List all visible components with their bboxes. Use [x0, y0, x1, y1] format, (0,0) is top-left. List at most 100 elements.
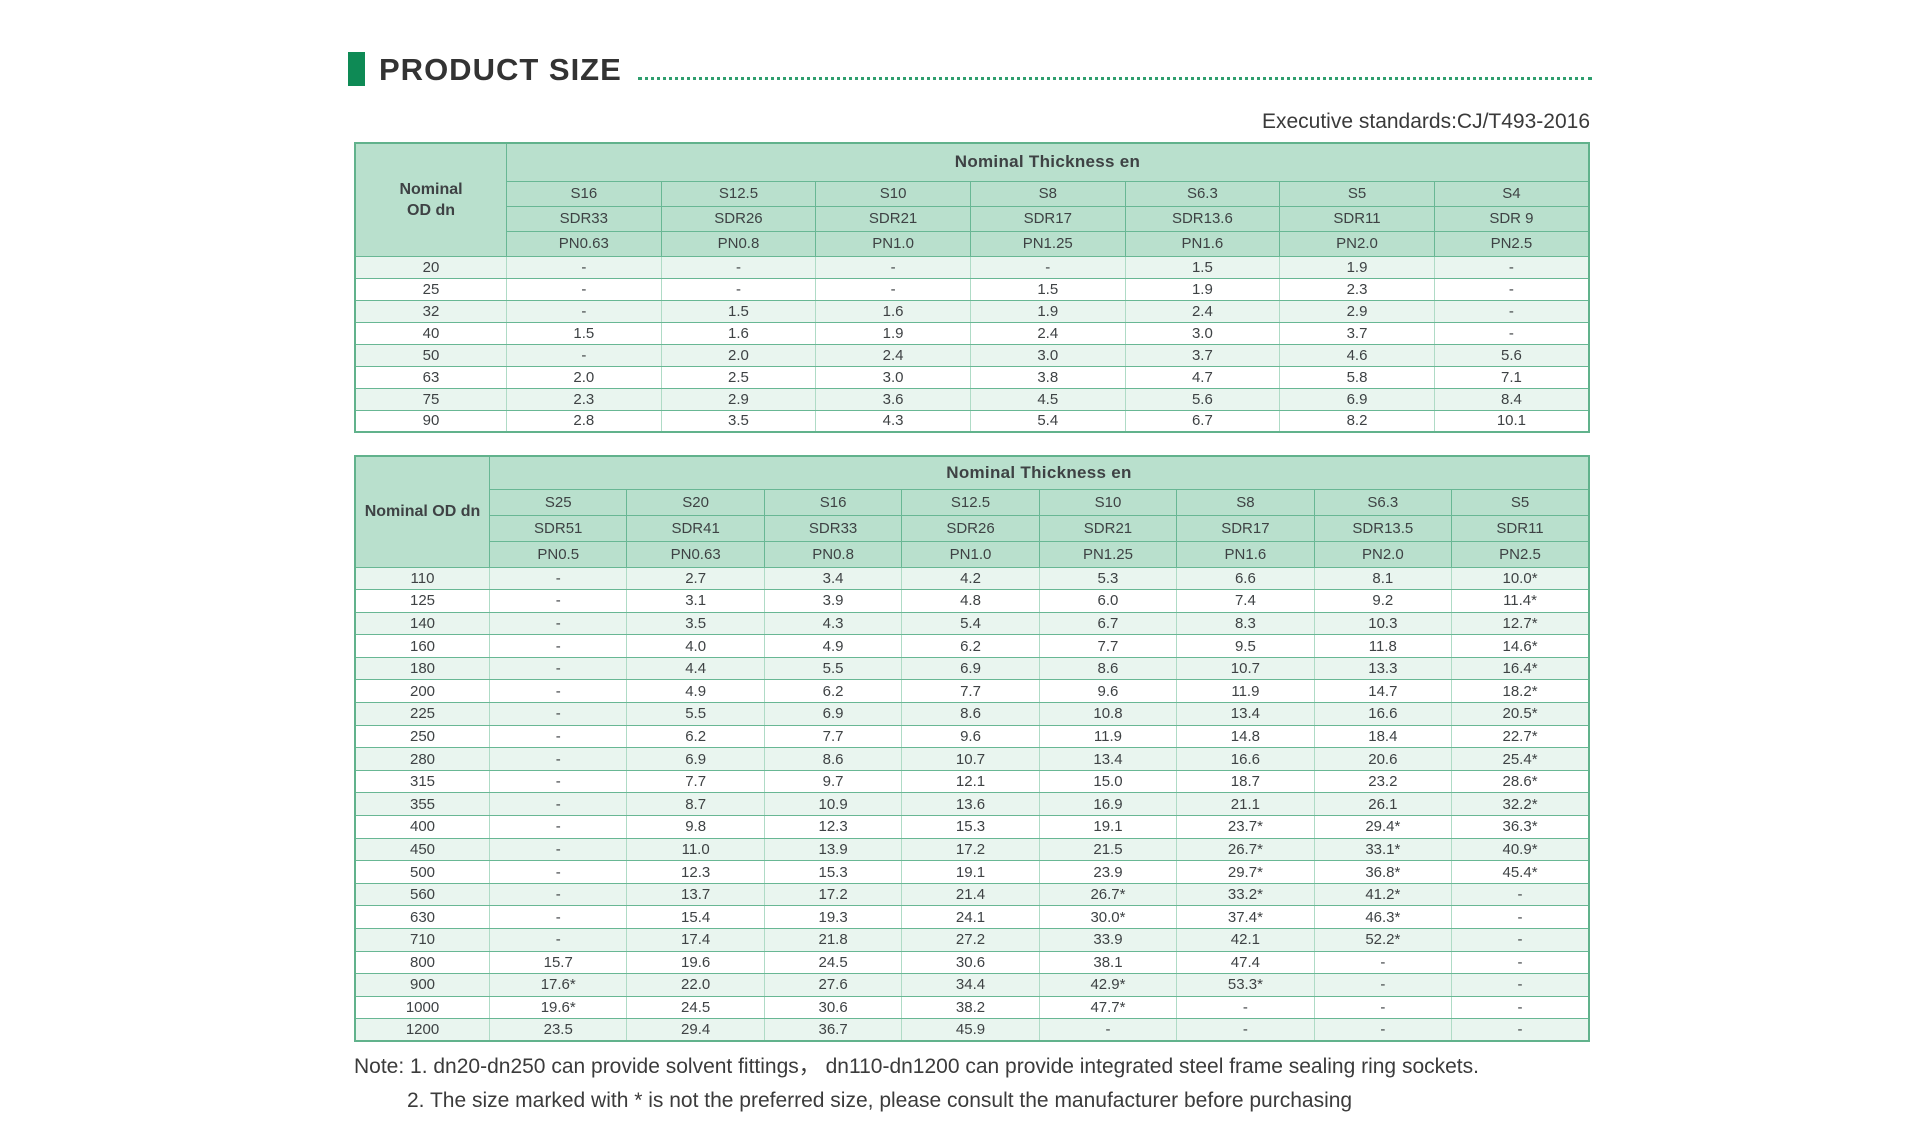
dn-cell: 90 [354, 409, 507, 433]
notes-block: Note: 1. dn20-dn250 can provide solvent … [354, 1050, 1479, 1118]
table-row: 125-3.1 3.9 4.8 6.0 7.4 9.2 11.4* [354, 589, 1590, 613]
thickness-value-cell: - [1451, 973, 1590, 997]
thickness-value-cell: - [1451, 882, 1590, 907]
thickness-value-cell: 14.8 [1176, 724, 1315, 749]
thickness-value-cell: 25.4* [1451, 747, 1590, 771]
thickness-value-cell: 1.5 [506, 321, 662, 345]
thickness-value-cell: 38.2 [901, 995, 1040, 1020]
pn-header-cell: PN1.0 [815, 230, 971, 257]
thickness-value-cell: - [815, 255, 971, 279]
dotted-leader-line [637, 52, 1592, 80]
table-row: 250-6.2 7.7 9.6 11.9 14.8 18.4 22.7* [354, 724, 1590, 749]
thickness-value-cell: 26.7* [1176, 837, 1315, 862]
dn-cell: 32 [354, 299, 507, 323]
dn-cell: 560 [354, 882, 490, 907]
s-header-cell: S6.3 [1313, 488, 1453, 516]
s-header-cell: S6.3 [1124, 180, 1281, 207]
thickness-value-cell: 22.7* [1451, 724, 1590, 749]
thickness-value-cell: - [488, 702, 628, 726]
thickness-value-cell: 4.7 [1124, 365, 1281, 389]
thickness-value-cell: 15.0 [1038, 769, 1178, 794]
corner-header-nominal-od: Nominal OD dn [354, 455, 490, 568]
thickness-value-cell: - [1176, 995, 1315, 1020]
thickness-value-cell: 18.4 [1313, 724, 1453, 749]
thickness-value-cell: 8.6 [763, 747, 903, 771]
sdr-header-cell: SDR33 [506, 205, 662, 232]
thickness-value-cell: 7.7 [1038, 634, 1178, 658]
thickness-value-cell: - [1433, 277, 1590, 301]
sdr-header-cell: SDR13.5 [1313, 514, 1453, 542]
thickness-value-cell: - [1451, 928, 1590, 952]
table-row: 63 2.0 2.5 3.0 3.8 4.7 5.8 7.1 [354, 365, 1590, 389]
dn-cell: 75 [354, 387, 507, 411]
thickness-value-cell: 5.6 [1124, 387, 1281, 411]
thickness-value-cell: - [1313, 973, 1453, 997]
thickness-value-cell: 15.3 [901, 815, 1040, 839]
s-header-cell: S5 [1279, 180, 1435, 207]
sdr-header-cell: SDR17 [1176, 514, 1315, 542]
dn-cell: 1200 [354, 1018, 490, 1042]
thickness-value-cell: 32.2* [1451, 792, 1590, 817]
thickness-value-cell: 5.5 [763, 656, 903, 681]
table-row: 1200 23.5 29.4 36.7 45.9- - - - [354, 1018, 1590, 1042]
thickness-value-cell: 42.9* [1038, 973, 1178, 997]
section-title-row: PRODUCT SIZE [348, 52, 1592, 87]
dn-cell: 1000 [354, 995, 490, 1020]
thickness-value-cell: 10.8 [1038, 702, 1178, 726]
thickness-value-cell: - [1433, 255, 1590, 279]
corner-header-line: Nominal OD dn [364, 503, 481, 521]
thickness-value-cell: 6.9 [1279, 387, 1435, 411]
thickness-value-cell: 4.6 [1279, 343, 1435, 367]
thickness-value-cell: 30.0* [1038, 905, 1178, 929]
thickness-value-cell: 9.2 [1313, 589, 1453, 613]
thickness-value-cell: - [488, 747, 628, 771]
thickness-value-cell: 11.9 [1038, 724, 1178, 749]
size-table-large-diameters: Nominal OD dn Nominal Thickness en S25 S20 S… [354, 455, 1590, 1043]
thickness-value-cell: 4.2 [901, 566, 1040, 591]
pn-header-cell: PN1.0 [901, 540, 1040, 568]
thickness-value-cell: - [1313, 995, 1453, 1020]
dn-cell: 225 [354, 702, 490, 726]
thickness-value-cell: 3.1 [626, 589, 765, 613]
thickness-value-cell: 26.7* [1038, 882, 1178, 907]
thickness-value-cell: 4.4 [626, 656, 765, 681]
thickness-value-cell: - [1038, 1018, 1178, 1042]
thickness-value-cell: 2.5 [660, 365, 817, 389]
thickness-value-cell: 1.9 [969, 299, 1126, 323]
thickness-value-cell: 52.2* [1313, 928, 1453, 952]
thickness-value-cell: 9.7 [763, 769, 903, 794]
thickness-value-cell: 23.2 [1313, 769, 1453, 794]
thickness-value-cell: 9.6 [1038, 679, 1178, 704]
thickness-value-cell: 1.9 [815, 321, 971, 345]
thickness-value-cell: 5.4 [969, 409, 1126, 433]
thickness-value-cell: 19.1 [1038, 815, 1178, 839]
thickness-value-cell: 6.6 [1176, 566, 1315, 591]
thickness-value-cell: 13.6 [901, 792, 1040, 817]
thickness-value-cell: 30.6 [763, 995, 903, 1020]
thickness-value-cell: 6.2 [901, 634, 1040, 658]
s-header-cell: S25 [488, 488, 628, 516]
thickness-value-cell: 12.3 [763, 815, 903, 839]
thickness-value-cell: 4.5 [969, 387, 1126, 411]
dn-cell: 400 [354, 815, 490, 839]
pn-header-cell: PN0.5 [488, 540, 628, 568]
table-row: 800 15.7 19.6 24.5 30.6 38.1 47.4- - [354, 950, 1590, 975]
thickness-value-cell: 23.9 [1038, 860, 1178, 884]
thickness-value-cell: 3.4 [763, 566, 903, 591]
thickness-value-cell: 34.4 [901, 973, 1040, 997]
thickness-value-cell: 2.4 [815, 343, 971, 367]
thickness-value-cell: 17.2 [901, 837, 1040, 862]
thickness-value-cell: - [1313, 1018, 1453, 1042]
thickness-value-cell: 5.5 [626, 702, 765, 726]
thickness-value-cell: 7.4 [1176, 589, 1315, 613]
s-header-cell: S10 [1038, 488, 1178, 516]
thickness-value-cell: - [488, 589, 628, 613]
dn-cell: 125 [354, 589, 490, 613]
thickness-value-cell: 29.7* [1176, 860, 1315, 884]
thickness-value-cell: 5.6 [1433, 343, 1590, 367]
thickness-value-cell: - [1433, 321, 1590, 345]
thickness-value-cell: 1.9 [1124, 277, 1281, 301]
thickness-value-cell: 40.9* [1451, 837, 1590, 862]
s-header-cell: S5 [1451, 488, 1590, 516]
thickness-value-cell: 1.6 [660, 321, 817, 345]
